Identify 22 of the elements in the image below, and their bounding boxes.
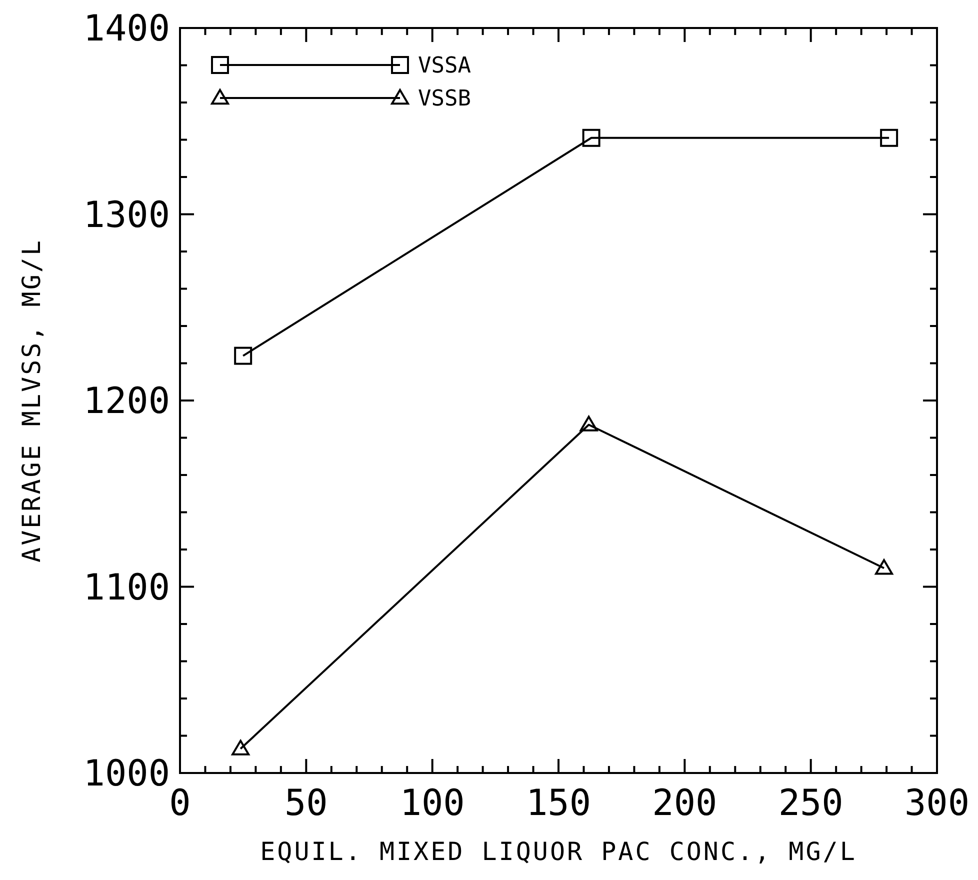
y-tick-label: 1000 <box>83 754 170 795</box>
point <box>582 128 600 147</box>
point <box>875 559 894 575</box>
x-tick-label: 0 <box>169 783 191 824</box>
legend-label: VSSA <box>418 54 471 79</box>
point <box>880 128 898 147</box>
point <box>232 740 250 756</box>
x-tick-label: 200 <box>652 783 718 824</box>
point <box>234 346 252 365</box>
legend-label: VSSB <box>418 86 471 112</box>
y-tick-label: 1100 <box>83 567 170 608</box>
point <box>580 416 598 432</box>
y-tick-label: 1400 <box>83 8 170 50</box>
y-axis-title: AVERAGE MLVSS, MG/L <box>17 238 46 562</box>
x-tick-label: 50 <box>284 783 328 824</box>
x-tick-label: 300 <box>904 783 970 824</box>
x-axis-title: EQUIL. MIXED LIQUOR PAC CONC., MG/L <box>260 837 857 866</box>
y-tick-label: 1300 <box>83 194 170 236</box>
x-tick-label: 100 <box>400 783 465 824</box>
x-tick-label: 250 <box>778 783 844 824</box>
y-tick-label: 1200 <box>83 381 170 422</box>
x-tick-label: 150 <box>526 783 592 824</box>
